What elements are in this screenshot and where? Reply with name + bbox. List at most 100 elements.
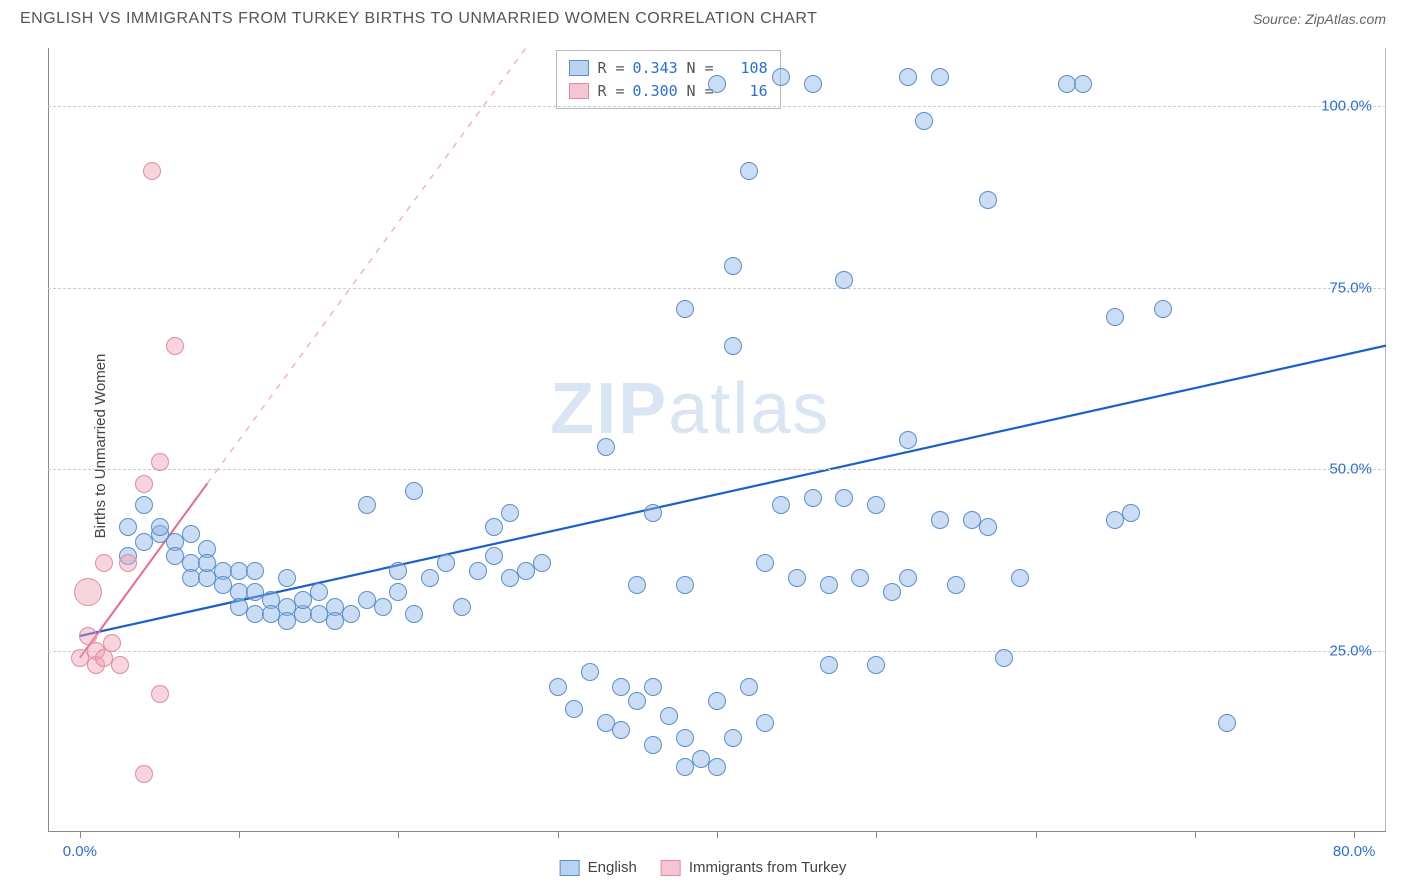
scatter-point (119, 518, 137, 536)
scatter-point (1154, 300, 1172, 318)
chart-title: ENGLISH VS IMMIGRANTS FROM TURKEY BIRTHS… (20, 10, 817, 28)
gridline-h (48, 469, 1386, 470)
y-tick-label: 50.0% (1329, 461, 1372, 478)
scatter-point (405, 605, 423, 623)
stat-n-value: 108 (722, 57, 768, 80)
x-tick-mark (1195, 832, 1196, 838)
scatter-point (979, 518, 997, 536)
scatter-point (166, 337, 184, 355)
source-name: ZipAtlas.com (1305, 11, 1386, 27)
gridline-h (48, 106, 1386, 107)
legend-label: English (588, 859, 637, 876)
legend-swatch (569, 83, 589, 99)
scatter-point (565, 700, 583, 718)
legend-item: English (560, 859, 637, 876)
scatter-point (644, 678, 662, 696)
scatter-point (772, 496, 790, 514)
scatter-point (1074, 75, 1092, 93)
scatter-point (358, 496, 376, 514)
scatter-point (867, 496, 885, 514)
scatter-point (1122, 504, 1140, 522)
scatter-point (1218, 714, 1236, 732)
bottom-legend: English Immigrants from Turkey (560, 859, 847, 876)
scatter-point (95, 554, 113, 572)
legend-label: Immigrants from Turkey (689, 859, 847, 876)
scatter-point (851, 569, 869, 587)
scatter-point (135, 475, 153, 493)
scatter-point (246, 562, 264, 580)
correlation-stats-box: R =0.343N =108R =0.300N =16 (556, 50, 780, 109)
x-tick-mark (876, 832, 877, 838)
scatter-point (915, 112, 933, 130)
scatter-point (820, 576, 838, 594)
scatter-point (931, 511, 949, 529)
y-tick-label: 100.0% (1321, 98, 1372, 115)
scatter-point (772, 68, 790, 86)
x-tick-mark (558, 832, 559, 838)
scatter-point (804, 75, 822, 93)
scatter-point (151, 453, 169, 471)
scatter-point (820, 656, 838, 674)
scatter-point (485, 547, 503, 565)
scatter-point (708, 75, 726, 93)
scatter-point (628, 576, 646, 594)
legend-swatch (569, 60, 589, 76)
scatter-point (278, 569, 296, 587)
scatter-point (151, 685, 169, 703)
y-axis-line (48, 48, 49, 832)
x-tick-label: 0.0% (63, 843, 97, 860)
scatter-point (740, 162, 758, 180)
scatter-point (74, 578, 102, 606)
stat-n-value: 16 (722, 80, 768, 103)
scatter-point (676, 300, 694, 318)
y-tick-label: 25.0% (1329, 642, 1372, 659)
scatter-point (135, 496, 153, 514)
scatter-point (469, 562, 487, 580)
scatter-point (835, 489, 853, 507)
scatter-point (501, 504, 519, 522)
scatter-point (644, 504, 662, 522)
stat-r-label: R = (597, 57, 624, 80)
x-tick-mark (80, 832, 81, 838)
source-attribution: Source: ZipAtlas.com (1253, 11, 1386, 27)
stat-r-label: R = (597, 80, 624, 103)
scatter-point (899, 431, 917, 449)
x-tick-mark (1354, 832, 1355, 838)
scatter-point (405, 482, 423, 500)
scatter-point (151, 518, 169, 536)
scatter-point (597, 438, 615, 456)
scatter-point (804, 489, 822, 507)
watermark: ZIPatlas (550, 368, 830, 450)
trend-line (207, 48, 526, 484)
scatter-point (1011, 569, 1029, 587)
right-axis-line (1385, 48, 1386, 832)
scatter-point (374, 598, 392, 616)
scatter-point (724, 337, 742, 355)
watermark-bold: ZIP (550, 369, 668, 449)
gridline-h (48, 288, 1386, 289)
scatter-point (389, 583, 407, 601)
legend-item: Immigrants from Turkey (661, 859, 847, 876)
scatter-point (756, 554, 774, 572)
scatter-point (756, 714, 774, 732)
scatter-point (310, 583, 328, 601)
scatter-point (644, 736, 662, 754)
scatter-point (947, 576, 965, 594)
trend-lines-layer (48, 48, 1386, 832)
scatter-point (835, 271, 853, 289)
scatter-point (899, 68, 917, 86)
legend-swatch (560, 860, 580, 876)
gridline-h (48, 651, 1386, 652)
scatter-point (549, 678, 567, 696)
scatter-point (676, 729, 694, 747)
x-tick-mark (1036, 832, 1037, 838)
x-tick-mark (717, 832, 718, 838)
scatter-point (724, 729, 742, 747)
y-tick-label: 75.0% (1329, 279, 1372, 296)
scatter-point (1106, 308, 1124, 326)
scatter-point (581, 663, 599, 681)
stat-r-value: 0.343 (633, 57, 679, 80)
scatter-point (453, 598, 471, 616)
watermark-rest: atlas (668, 369, 830, 449)
scatter-point (628, 692, 646, 710)
